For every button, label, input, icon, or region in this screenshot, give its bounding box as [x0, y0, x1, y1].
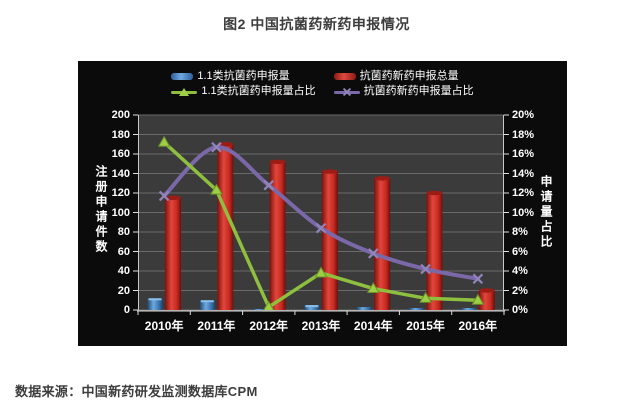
plot-area [133, 114, 509, 315]
left-axis-tick-label: 60 [117, 245, 130, 258]
legend-label: 1.1类抗菌药申报量占比 [201, 85, 316, 97]
legend-item-red-bars: 抗菌药新药申报总量 [333, 70, 474, 83]
green-line-triangle-swatch-icon [171, 87, 198, 97]
purple-line-x-swatch-icon [333, 87, 360, 97]
x-axis-category-label: 2015年 [406, 319, 445, 333]
x-axis-category-label: 2010年 [144, 319, 184, 333]
right-axis-tick-label: 10% [512, 206, 535, 219]
left-axis-tick-label: 180 [111, 128, 130, 141]
left-axis-title: 注册申请件数 [94, 165, 108, 255]
right-axis-tick-label: 0% [512, 304, 528, 316]
x-axis-category-label: 2013年 [301, 319, 341, 333]
red-bar-swatch-icon [333, 73, 356, 80]
left-axis-tick-label: 20 [117, 284, 130, 297]
right-axis-title: 申请量占比 [539, 175, 553, 250]
legend-item-green-line: 1.1类抗菌药申报量占比 [171, 85, 316, 98]
right-axis-tick-label: 14% [512, 167, 535, 180]
left-axis-tick-label: 140 [111, 167, 130, 180]
x-axis-category-label: 2012年 [249, 319, 289, 333]
legend-label: 1.1类抗菌药申报量 [197, 70, 290, 82]
right-axis-tick-label: 8% [512, 226, 528, 238]
right-axis-tick-label: 20% [512, 109, 535, 121]
legend-item-blue-bars: 1.1类抗菌药申报量 [171, 70, 315, 83]
right-axis-tick-label: 18% [512, 128, 535, 141]
x-axis-category-label: 2011年 [197, 319, 236, 333]
left-axis-tick-label: 120 [111, 187, 130, 199]
chart-panel: 1.1类抗菌药申报量 抗菌药新药申报总量 1.1类抗菌药申报量占比 抗菌药新药申… [78, 61, 567, 346]
right-axis-tick-label: 2% [512, 284, 528, 297]
right-axis-tick-label: 6% [512, 245, 528, 258]
x-axis-category-label: 2014年 [353, 319, 393, 333]
right-axis-tick-label: 12% [512, 187, 535, 199]
blue-bar-swatch-icon [171, 73, 194, 80]
legend-label: 抗菌药新药申报量占比 [363, 85, 474, 97]
left-axis-tick-label: 100 [111, 206, 130, 219]
left-axis-tick-label: 40 [117, 265, 130, 277]
data-source: 数据来源：中国新药研发监测数据库CPM [15, 384, 258, 399]
x-axis-category-label: 2016年 [458, 319, 498, 333]
chart-legend: 1.1类抗菌药申报量 抗菌药新药申报总量 1.1类抗菌药申报量占比 抗菌药新药申… [171, 70, 474, 98]
left-axis-tick-label: 0 [123, 304, 130, 316]
right-axis-tick-label: 4% [512, 265, 528, 277]
left-axis-tick-label: 200 [111, 109, 130, 121]
legend-label: 抗菌药新药申报总量 [359, 70, 459, 82]
left-axis-tick-label: 160 [111, 148, 130, 160]
right-axis-tick-label: 16% [512, 148, 535, 160]
left-axis-tick-label: 80 [117, 226, 130, 238]
legend-item-purple-line: 抗菌药新药申报量占比 [333, 85, 474, 98]
chart-title: 图2 中国抗菌药新药申报情况 [223, 16, 410, 32]
